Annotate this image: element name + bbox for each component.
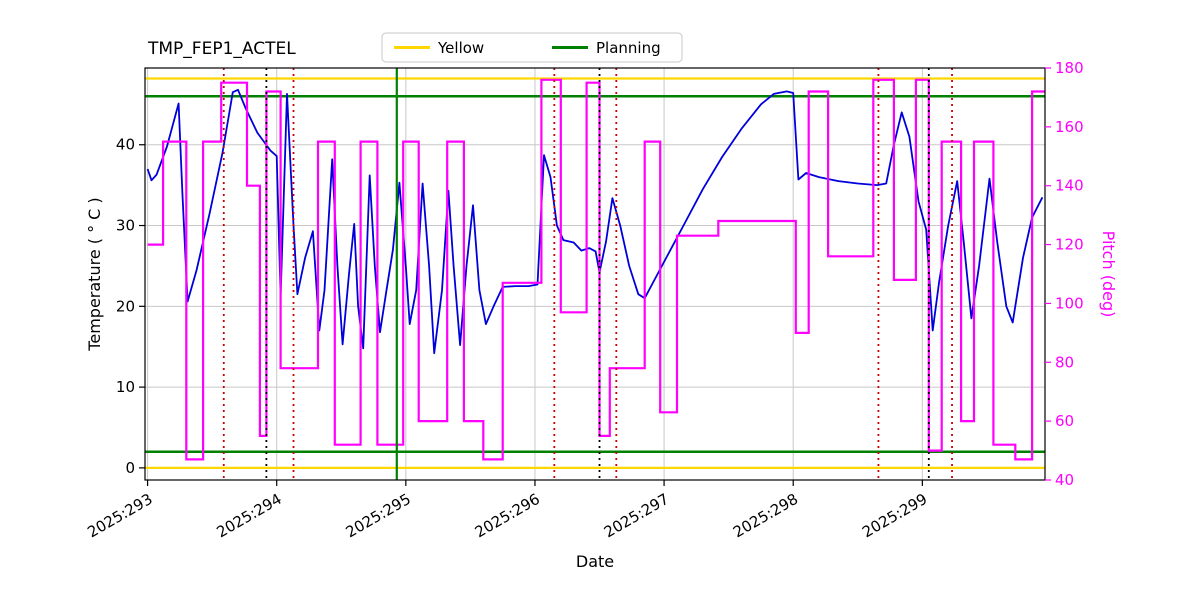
x-tick-label: 2025:299 xyxy=(859,490,930,542)
legend-yellow-label: Yellow xyxy=(437,39,484,57)
right-tick-label: 40 xyxy=(1055,471,1074,489)
legend-box xyxy=(381,32,683,63)
right-tick-label: 100 xyxy=(1055,294,1084,312)
x-tick-label: 2025:294 xyxy=(213,490,284,542)
left-tick-label: 30 xyxy=(116,217,135,235)
left-tick-label: 10 xyxy=(116,378,135,396)
data-series xyxy=(146,78,1045,461)
x-tick-label: 2025:297 xyxy=(601,490,672,542)
left-y-axis-label: Temperature ( ° C ) xyxy=(85,197,104,351)
x-tick-label: 2025:298 xyxy=(730,490,801,542)
event-vertical-lines xyxy=(222,68,953,480)
right-tick-label: 160 xyxy=(1055,118,1084,136)
x-tick-label: 2025:293 xyxy=(84,490,155,542)
left-tick-label: 20 xyxy=(116,297,135,315)
chart-title: TMP_FEP1_ACTEL xyxy=(147,39,296,59)
right-tick-label: 80 xyxy=(1055,353,1074,371)
right-tick-label: 120 xyxy=(1055,236,1084,254)
right-tick-label: 180 xyxy=(1055,59,1084,77)
legend: Yellow Planning xyxy=(381,32,683,63)
x-axis-label: Date xyxy=(576,552,614,571)
pitch-line xyxy=(147,78,1045,461)
gridlines xyxy=(145,68,1045,480)
temperature-line xyxy=(146,88,1044,355)
axis-ticks xyxy=(139,67,1051,486)
limit-lines xyxy=(145,77,1045,469)
right-tick-label: 140 xyxy=(1055,177,1084,195)
plot-border xyxy=(144,67,1046,481)
right-tick-label: 60 xyxy=(1055,412,1074,430)
x-tick-label: 2025:295 xyxy=(343,490,414,542)
left-tick-label: 0 xyxy=(125,459,135,477)
x-tick-label: 2025:296 xyxy=(472,490,543,542)
right-y-axis-label: Pitch (deg) xyxy=(1099,231,1118,318)
legend-planning-label: Planning xyxy=(596,39,661,57)
left-tick-label: 40 xyxy=(116,136,135,154)
axis-tick-labels: 2025:293 2025:294 2025:295 2025:296 2025:297… xyxy=(84,59,1083,541)
